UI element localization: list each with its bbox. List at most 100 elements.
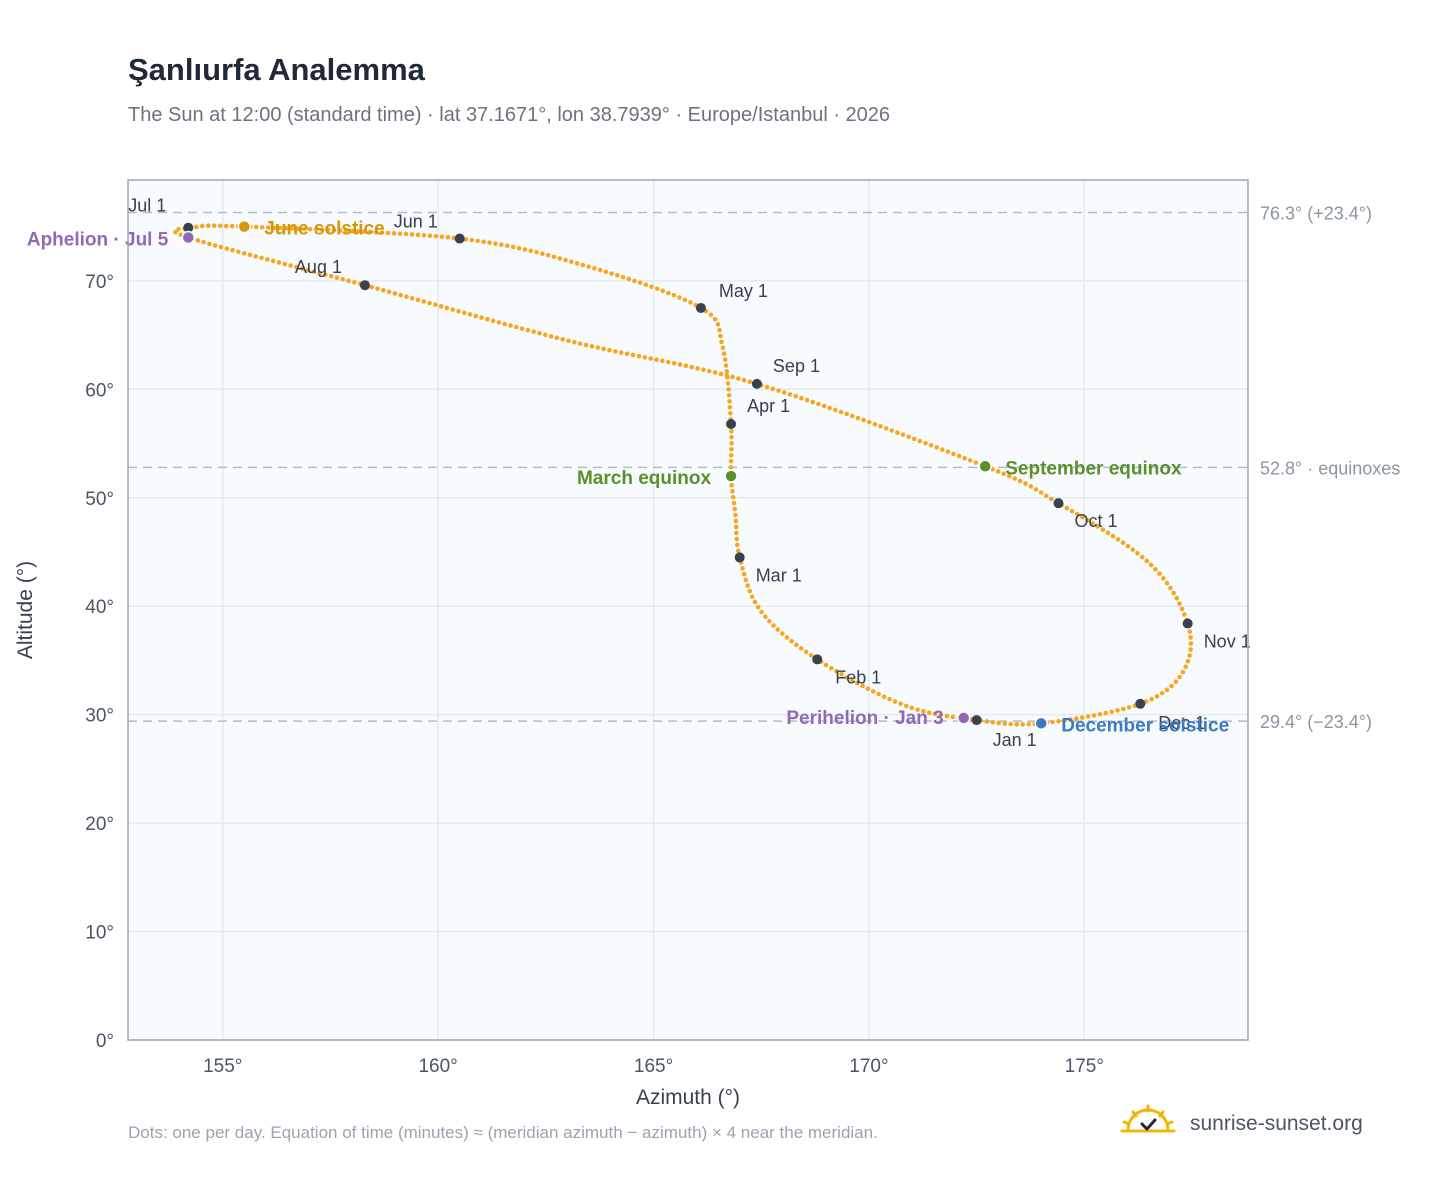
month-marker-label: Sep 1 xyxy=(773,356,820,376)
daily-sun-dot xyxy=(259,225,265,230)
daily-sun-dot xyxy=(747,588,753,594)
daily-sun-dot xyxy=(271,225,277,231)
daily-sun-dot xyxy=(176,226,181,232)
daily-sun-dot xyxy=(253,254,259,259)
daily-sun-dot xyxy=(276,260,282,265)
daily-sun-dot xyxy=(537,331,542,336)
month-marker xyxy=(454,233,465,244)
daily-sun-dot xyxy=(288,263,293,268)
daily-sun-dot xyxy=(828,665,834,671)
daily-sun-dot xyxy=(764,384,770,390)
daily-sun-dot xyxy=(889,428,895,433)
daily-sun-dot xyxy=(870,689,876,694)
daily-sun-dot xyxy=(421,232,427,238)
daily-sun-dot xyxy=(996,720,1002,726)
daily-sun-dot xyxy=(789,638,794,644)
daily-sun-dot xyxy=(1049,496,1054,502)
daily-sun-dot xyxy=(866,419,872,425)
daily-sun-dot xyxy=(334,275,340,281)
daily-sun-dot xyxy=(660,358,665,364)
daily-sun-dot xyxy=(1164,687,1170,693)
y-axis-label: Altitude (°) xyxy=(14,561,37,659)
daily-sun-dot xyxy=(1014,722,1019,727)
daily-sun-dot xyxy=(433,302,438,308)
daily-sun-dot xyxy=(1154,694,1160,699)
daily-sun-dot xyxy=(589,344,595,349)
month-marker-label: May 1 xyxy=(719,281,768,301)
daily-sun-dot xyxy=(736,376,741,381)
daily-sun-dot xyxy=(349,228,355,234)
daily-sun-dot xyxy=(743,577,749,583)
daily-sun-dot xyxy=(566,338,571,344)
daily-sun-dot xyxy=(230,247,235,253)
daily-sun-dot xyxy=(752,599,758,605)
daily-sun-dot xyxy=(759,609,764,615)
daily-sun-dot xyxy=(1121,706,1126,712)
daily-sun-dot xyxy=(355,228,361,234)
chart-subtitle: The Sun at 12:00 (standard time) · lat 3… xyxy=(128,104,891,126)
daily-sun-dot xyxy=(823,662,829,668)
daily-sun-dot xyxy=(648,356,653,361)
daily-sun-dot xyxy=(732,506,738,512)
month-marker xyxy=(695,302,706,313)
daily-sun-dot xyxy=(727,399,732,404)
brand-logo[interactable]: sunrise-sunset.org xyxy=(1120,1100,1420,1150)
daily-sun-dot xyxy=(461,310,467,316)
daily-sun-dot xyxy=(1130,547,1136,552)
daily-sun-dot xyxy=(855,680,860,686)
daily-sun-dot xyxy=(323,272,328,277)
daily-sun-dot xyxy=(816,401,821,407)
daily-sun-dot xyxy=(207,241,212,247)
daily-sun-dot xyxy=(1177,601,1182,606)
daily-sun-dot xyxy=(799,395,804,401)
daily-sun-dot xyxy=(510,244,516,250)
daily-sun-dot xyxy=(337,228,343,233)
daily-sun-dot xyxy=(574,261,580,266)
daily-sun-dot xyxy=(201,239,206,245)
daily-sun-dot xyxy=(194,224,199,230)
daily-sun-dot xyxy=(784,635,790,640)
daily-sun-dot xyxy=(319,227,325,232)
daily-sun-dot xyxy=(1008,721,1014,727)
daily-sun-dot xyxy=(849,677,855,683)
event-markers: June solstice December solstice March equi… xyxy=(27,219,1229,737)
daily-sun-dot xyxy=(1056,718,1061,724)
daily-sun-dot xyxy=(1144,558,1150,564)
daily-sun-dot xyxy=(307,226,313,232)
daily-sun-dot xyxy=(728,464,734,470)
daily-sun-dot xyxy=(577,341,583,346)
daily-sun-dot xyxy=(534,249,539,255)
daily-sun-dot xyxy=(956,453,962,459)
daily-sun-dot xyxy=(328,273,334,279)
daily-sun-dot xyxy=(373,229,379,235)
daily-sun-dot xyxy=(381,287,386,293)
month-marker xyxy=(1135,698,1146,709)
daily-sun-dot xyxy=(295,226,301,231)
daily-sun-dot xyxy=(724,373,730,378)
daily-sun-dot xyxy=(665,359,671,365)
event-label: Perihelion · Jan 3 xyxy=(786,708,943,729)
daily-sun-dot xyxy=(343,228,349,234)
daily-sun-dot xyxy=(583,342,589,348)
daily-sun-dot xyxy=(1095,524,1101,529)
daily-sun-dot xyxy=(770,386,776,392)
y-tick-label: 40° xyxy=(85,597,114,618)
daily-sun-dot xyxy=(1074,716,1079,721)
daily-sun-dot xyxy=(620,274,626,280)
daily-sun-dot xyxy=(586,264,591,269)
daily-sun-dot xyxy=(903,703,909,709)
month-marker-label: Mar 1 xyxy=(756,565,802,585)
event-marker xyxy=(1034,716,1048,731)
daily-sun-dot xyxy=(660,288,666,294)
daily-sun-dot xyxy=(962,455,967,461)
daily-sun-dot xyxy=(1079,715,1085,720)
y-tick-label: 0° xyxy=(96,1031,114,1052)
daily-sun-dot xyxy=(909,705,915,711)
daily-sun-dot xyxy=(643,282,649,288)
event-marker xyxy=(956,711,971,725)
daily-sun-dot xyxy=(595,345,601,350)
daily-sun-dot xyxy=(984,719,990,724)
daily-sun-dot xyxy=(780,631,785,636)
daily-sun-dot xyxy=(313,227,319,232)
